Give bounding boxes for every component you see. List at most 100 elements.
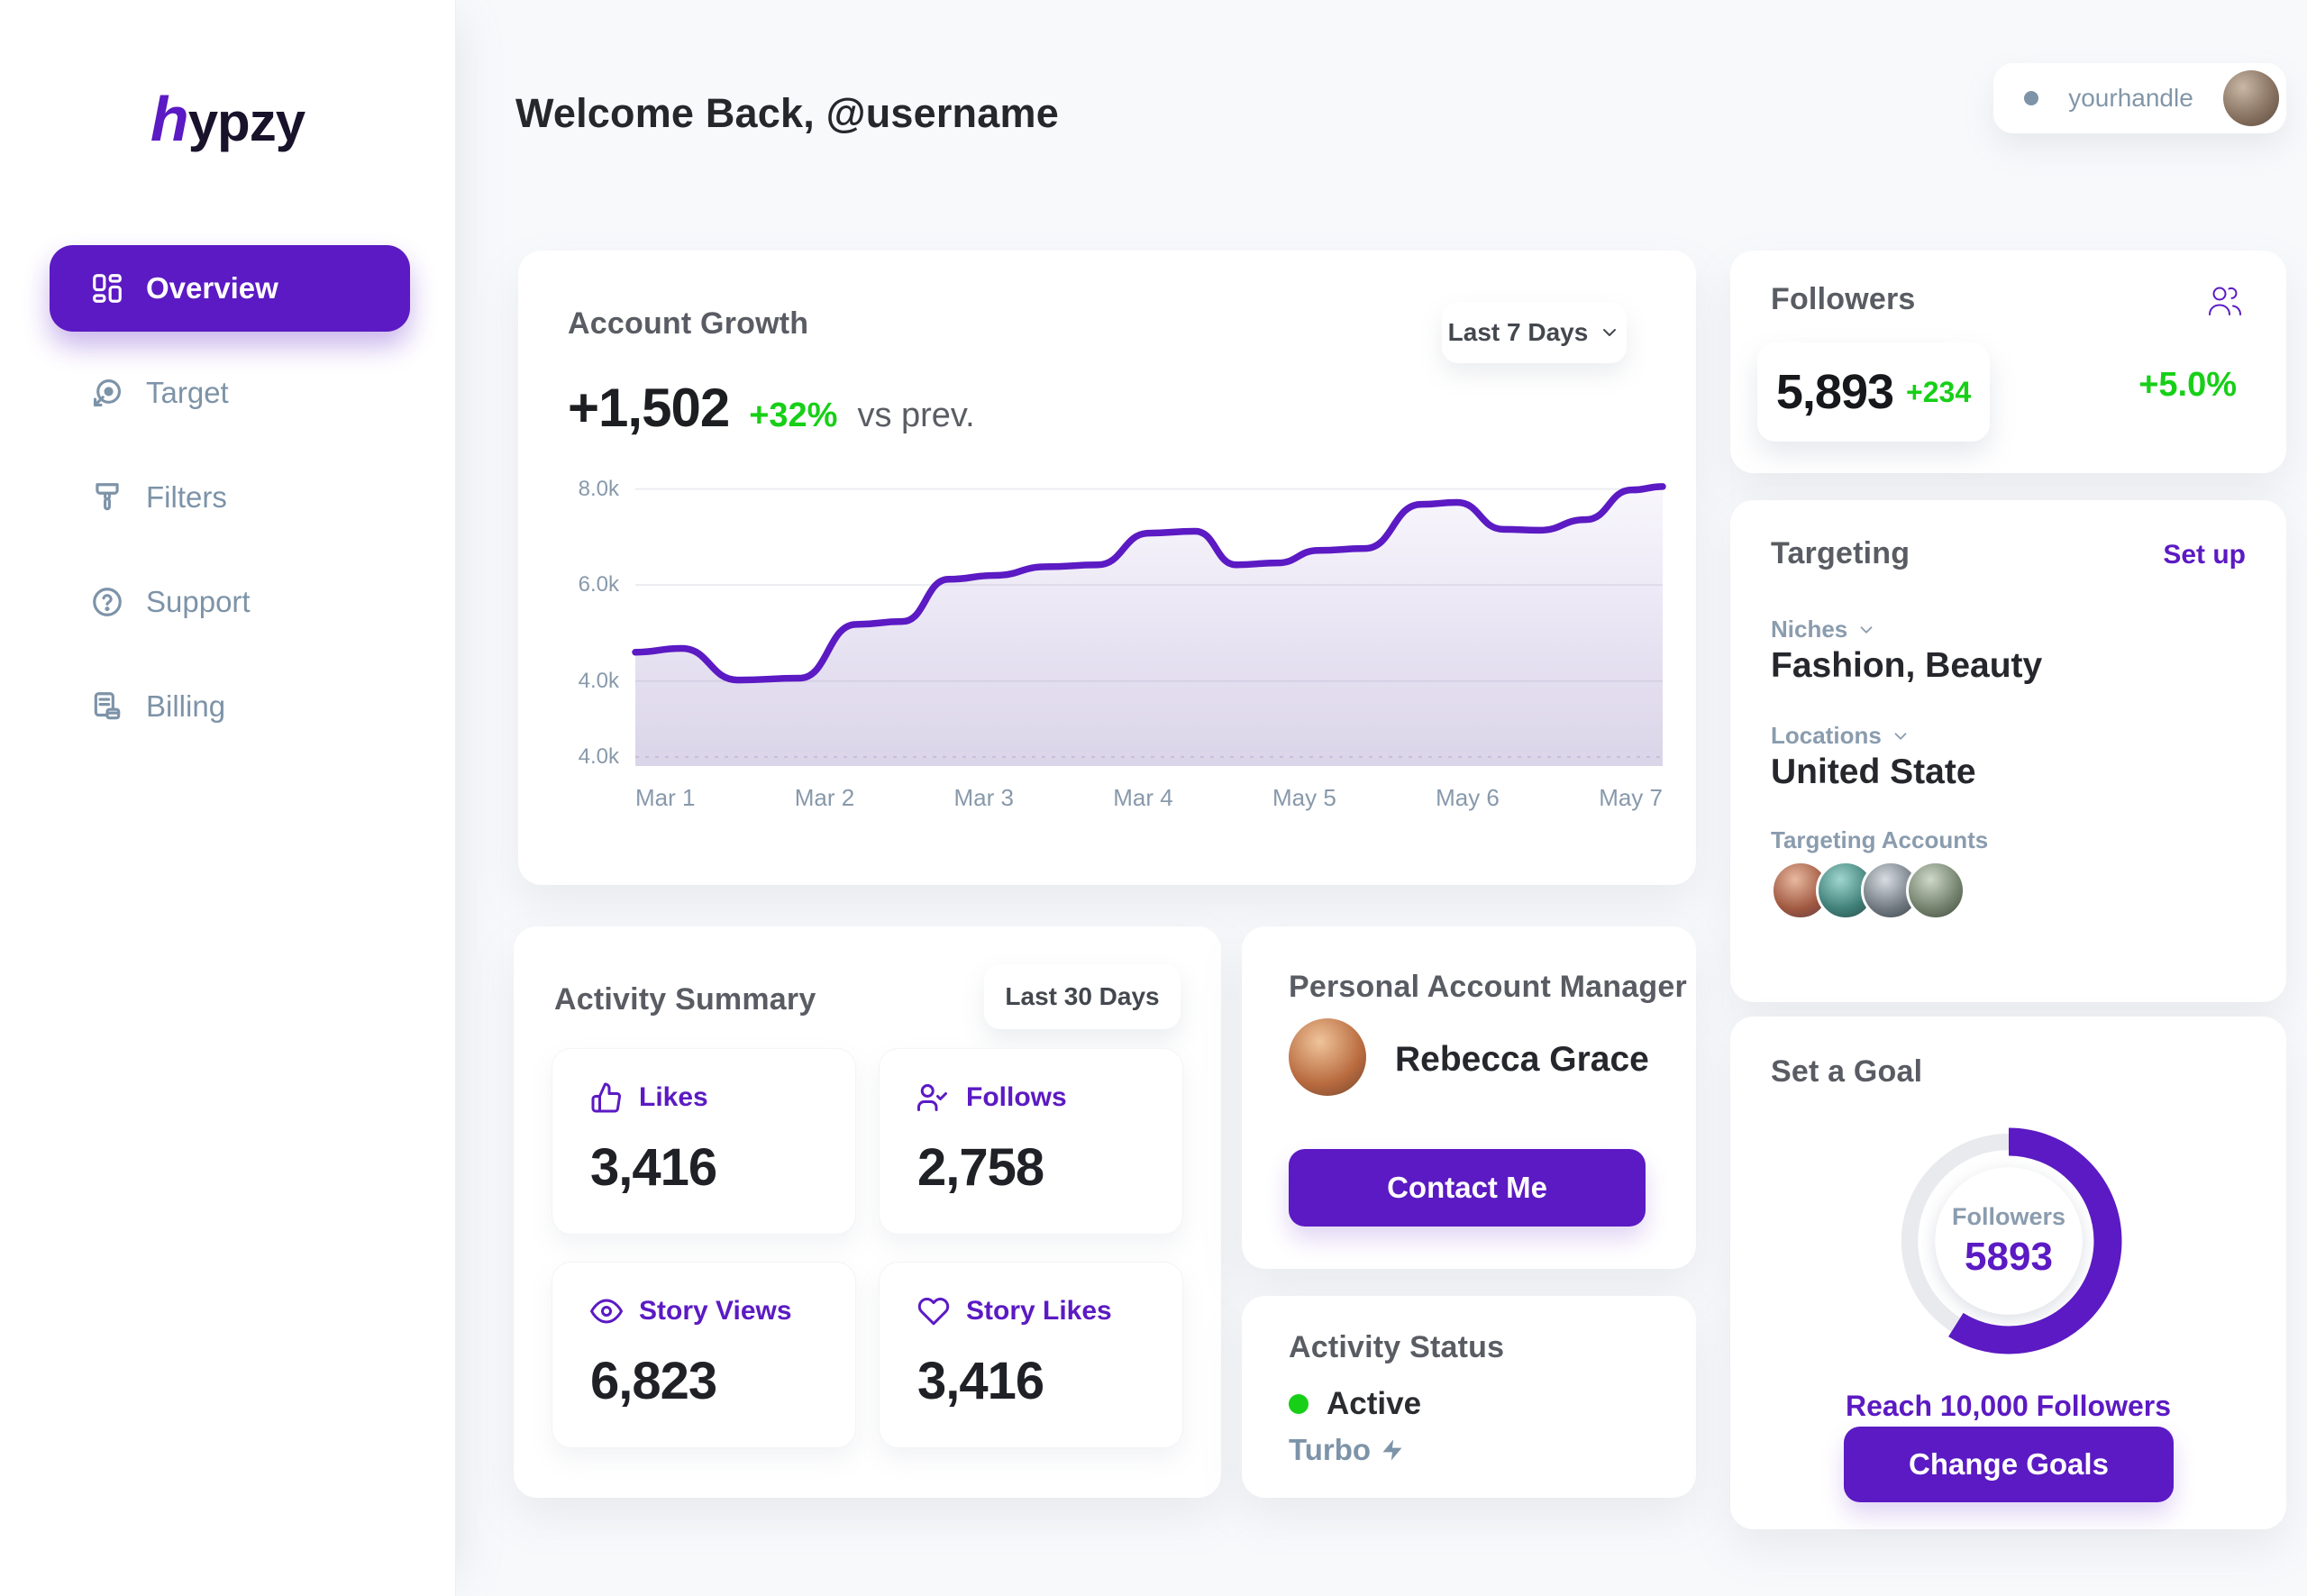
activity-status-card: Activity Status Active Turbo [1242, 1296, 1696, 1498]
user-avatar [2223, 70, 2279, 126]
status-value: Active [1327, 1386, 1422, 1421]
area-fill [635, 486, 1663, 766]
mode-label: Turbo [1289, 1433, 1372, 1466]
niches-value: Fashion, Beauty [1771, 646, 2043, 685]
y-tick-label: 8.0k [578, 476, 619, 501]
sidebar-item-label: Billing [146, 689, 226, 723]
growth-x-axis: Mar 1 Mar 2 Mar 3 Mar 4 May 5 May 6 May 7 [635, 784, 1663, 812]
growth-range-label: Last 7 Days [1447, 318, 1589, 346]
thumbs-up-icon [591, 1082, 621, 1113]
donut-center: Followers 5893 [1882, 1114, 2136, 1368]
sidebar-item-label: Overview [146, 271, 278, 305]
sidebar-item-label: Filters [146, 480, 227, 514]
sidebar-nav: Overview Target Filters [50, 245, 410, 768]
trend-line [632, 483, 1666, 684]
donut-progress-arc [1895, 1127, 2122, 1354]
sidebar-item-filters[interactable]: Filters [50, 454, 410, 541]
heart-icon [917, 1298, 950, 1326]
stat-value: 6,823 [590, 1352, 717, 1410]
sidebar: hypzy Overview Target [0, 0, 455, 1596]
dashboard-grid-icon [93, 274, 122, 303]
story-likes-stat-tile: Story Likes 3,416 [879, 1262, 1183, 1448]
activity-summary-title: Activity Summary [554, 982, 816, 1017]
targeting-account-avatar[interactable] [1906, 861, 1965, 920]
y-tick-label: 4.0k [578, 668, 619, 693]
stat-value: 2,758 [917, 1138, 1044, 1197]
goal-title: Set a Goal [1771, 1054, 1923, 1089]
story-views-stat-tile: Story Views 6,823 [552, 1262, 856, 1448]
user-account-chip[interactable]: yourhandle [1993, 63, 2286, 133]
activity-status-title: Activity Status [1289, 1330, 1505, 1364]
lightning-icon [1382, 1439, 1402, 1461]
growth-delta-value: +1,502 [568, 378, 730, 438]
growth-vs-label: vs prev. [857, 397, 975, 434]
stat-label: Story Likes [966, 1296, 1112, 1326]
manager-avatar [1289, 1018, 1366, 1096]
eye-icon [590, 1299, 623, 1324]
likes-stat-tile: Likes 3,416 [552, 1048, 856, 1235]
users-icon [2209, 287, 2241, 315]
donut-inner-disc [1935, 1167, 2083, 1315]
account-growth-title: Account Growth [568, 306, 809, 341]
growth-range-dropdown[interactable]: Last 7 Days [1442, 302, 1627, 363]
goal-donut-chart: Followers 5893 [1882, 1114, 2136, 1368]
brand-logo-mark: h [150, 84, 189, 154]
summary-range-dropdown[interactable]: Last 30 Days [984, 964, 1181, 1029]
targeting-title: Targeting [1771, 536, 1910, 570]
target-icon [93, 378, 122, 407]
targeting-accounts-row [1771, 861, 1965, 920]
x-tick-label: May 5 [1272, 784, 1336, 811]
growth-delta-row: +1,502 +32% vs prev. [568, 377, 975, 439]
growth-delta-percent: +32% [749, 397, 838, 434]
manager-name: Rebecca Grace [1395, 1040, 1649, 1079]
x-tick-label: Mar 2 [794, 784, 855, 811]
user-check-icon [917, 1084, 947, 1111]
contact-me-button[interactable]: Contact Me [1289, 1149, 1646, 1227]
stat-label: Follows [966, 1082, 1067, 1112]
followers-delta: +234 [1906, 375, 1972, 408]
growth-chart-svg [632, 483, 1666, 766]
followers-card: Followers 5,893 +234 +5.0% [1730, 251, 2286, 473]
x-tick-label: May 6 [1436, 784, 1500, 811]
x-tick-label: Mar 4 [1113, 784, 1173, 811]
targeting-setup-link[interactable]: Set up [2163, 540, 2246, 570]
y-tick-label: 6.0k [578, 572, 619, 597]
growth-line-chart [632, 473, 1666, 766]
stat-label: Likes [639, 1082, 708, 1112]
turbo-mode-row: Turbo [1289, 1433, 1405, 1467]
sidebar-item-billing[interactable]: Billing [50, 663, 410, 750]
account-manager-title: Personal Account Manager [1289, 970, 1687, 1004]
sidebar-item-overview[interactable]: Overview [50, 245, 410, 332]
sidebar-item-support[interactable]: Support [50, 559, 410, 645]
account-manager-card: Personal Account Manager Rebecca Grace C… [1242, 926, 1696, 1269]
stat-value: 3,416 [590, 1138, 717, 1197]
status-dot-icon [2024, 91, 2038, 105]
followers-title: Followers [1771, 282, 1916, 316]
follows-stat-tile: Follows 2,758 [879, 1048, 1183, 1235]
goal-current-value: 5893 [1965, 1234, 2053, 1279]
targeting-card: Targeting Set up Niches Fashion, Beauty … [1730, 500, 2286, 1002]
change-goals-button[interactable]: Change Goals [1844, 1427, 2174, 1502]
x-tick-label: May 7 [1599, 784, 1663, 811]
sidebar-item-target[interactable]: Target [50, 350, 410, 436]
locations-label: Locations [1771, 722, 1882, 749]
active-dot-icon [1289, 1394, 1309, 1414]
growth-y-axis: 8.0k 6.0k 4.0k 4.0k [529, 473, 619, 769]
stat-label: Story Views [639, 1296, 792, 1326]
billing-invoice-icon [94, 692, 121, 720]
chevron-down-icon [1894, 732, 1907, 740]
activity-summary-card: Activity Summary Last 30 Days Likes 3,41… [514, 926, 1221, 1498]
followers-count-pill: 5,893 +234 [1757, 342, 1990, 442]
chevron-down-icon [1603, 329, 1617, 336]
chevron-down-icon [1860, 625, 1873, 634]
page-title: Welcome Back, @username [515, 90, 1059, 136]
goal-center-label: Followers [1951, 1202, 2066, 1230]
niches-dropdown[interactable]: Niches [1771, 616, 1876, 643]
help-circle-icon [93, 588, 122, 616]
niches-label: Niches [1771, 616, 1848, 643]
summary-range-label: Last 30 Days [1005, 982, 1160, 1010]
locations-dropdown[interactable]: Locations [1771, 722, 1910, 750]
account-growth-card: Account Growth Last 7 Days +1,502 +32% v… [518, 251, 1696, 885]
x-tick-label: Mar 1 [635, 784, 696, 811]
